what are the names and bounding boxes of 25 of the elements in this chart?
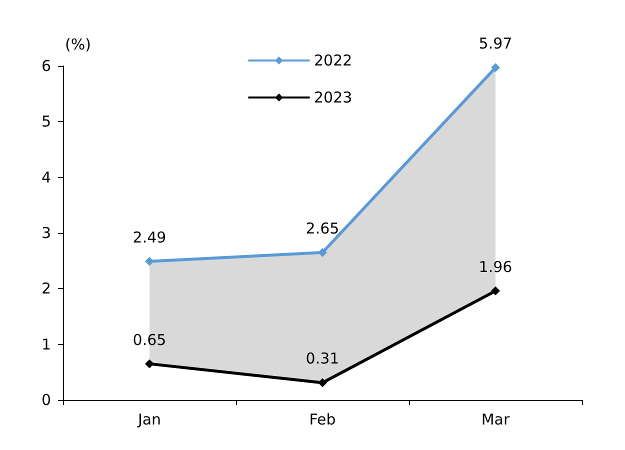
y-tick-label: 4 [41,168,51,186]
point [145,256,154,266]
data-label: 5.97 [478,34,512,53]
x-tick-label: Feb [309,410,336,428]
x-tick-label: Mar [481,410,510,428]
data-label: 2.65 [306,219,340,238]
y-tick-label: 2 [41,280,51,298]
point [491,286,500,296]
y-tick-label: 5 [41,112,51,131]
data-label: 1.96 [478,258,512,276]
data-label: 0.31 [306,350,340,368]
y-tick-label: 1 [41,335,51,354]
x-tick-label: Jan [136,410,162,428]
y-tick-label: 0 [41,391,51,409]
data-label: 2.49 [132,228,166,246]
data-label: 0.65 [132,330,166,349]
legend-label: 2022 [314,52,352,70]
point [491,63,500,72]
point [318,248,327,257]
point [318,378,327,388]
y-axis-title: (%) [65,36,91,54]
y-tick-label: 3 [41,224,51,242]
y-tick-label: 6 [41,57,51,75]
point [145,359,154,368]
legend-label: 2023 [314,88,352,106]
